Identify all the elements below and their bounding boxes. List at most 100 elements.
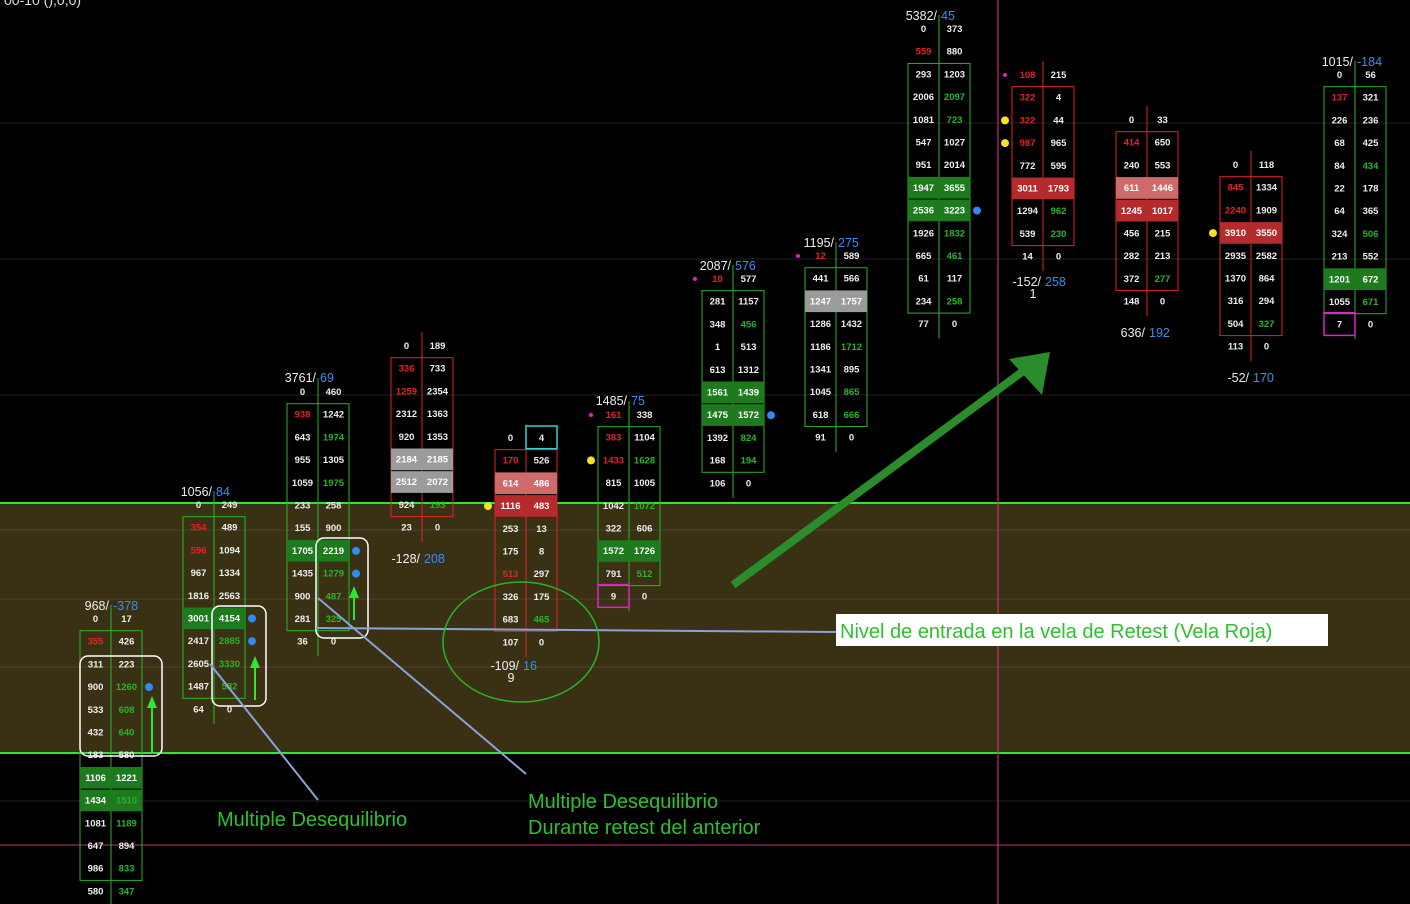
ask-value: 13: [536, 524, 547, 535]
highlight-cell: [80, 766, 142, 789]
big-arrow-head: [1009, 352, 1050, 395]
bid-value: 155: [295, 523, 312, 534]
bid-value: 170: [503, 456, 519, 467]
bid-value: 614: [503, 478, 520, 489]
bid-value: 920: [399, 432, 415, 443]
blue-dot-marker: [352, 546, 360, 555]
ask-value: 1072: [634, 501, 655, 512]
bid-value: 3001: [188, 614, 210, 625]
bid-value: 1294: [1017, 206, 1039, 217]
bid-value: 3910: [1225, 228, 1246, 239]
ask-value: 178: [1363, 184, 1379, 195]
bid-value: 951: [916, 160, 933, 171]
bid-value: 1116: [500, 501, 520, 512]
bid-value: 336: [399, 364, 415, 375]
magenta-dot-marker: [1003, 73, 1007, 77]
highlight-cell: [908, 199, 970, 222]
bid-value: 1106: [85, 773, 106, 784]
ask-value: 965: [1051, 138, 1068, 149]
ask-value: 215: [1155, 229, 1172, 240]
ask-value: 895: [844, 365, 861, 376]
highlight-cell: [598, 540, 660, 562]
ask-value: 1974: [323, 432, 345, 443]
candle-volume: -109/: [491, 659, 520, 673]
ask-value: 606: [637, 524, 653, 535]
ask-value: 1305: [323, 455, 345, 466]
ask-value: 456: [741, 319, 757, 330]
bid-value: 1705: [292, 546, 314, 557]
ask-value: 2185: [427, 455, 449, 466]
ask-value: 0: [746, 478, 751, 489]
ask-value: 0: [227, 704, 232, 715]
multi-label-2-line1: Multiple Desequilibrio: [528, 791, 718, 813]
bid-value: 36: [297, 637, 308, 648]
candle-volume: 5382/: [906, 9, 938, 23]
bid-value: 113: [1228, 342, 1243, 353]
ask-value: 3330: [219, 659, 240, 670]
ask-value: 666: [844, 410, 860, 421]
bid-value: 14: [1022, 252, 1033, 263]
ask-value: 589: [844, 251, 860, 262]
entry-label-box: [836, 614, 1328, 646]
bid-value: 2536: [913, 206, 934, 217]
ask-value: 1363: [427, 409, 448, 420]
ask-value: 512: [637, 569, 653, 580]
bid-value: 1947: [913, 183, 934, 194]
ask-value: 1572: [738, 410, 759, 421]
bid-value: 1045: [810, 387, 832, 398]
bid-value: 322: [1020, 115, 1036, 126]
bid-value: 1487: [188, 682, 209, 693]
boxed-cell: [597, 583, 630, 609]
ask-value: 3550: [1256, 228, 1277, 239]
bid-value: 2935: [1225, 251, 1247, 262]
bid-value: 1435: [292, 569, 314, 580]
ask-value: 365: [1363, 206, 1380, 217]
bid-value: 539: [1020, 229, 1036, 240]
up-arrow-head: [147, 696, 157, 708]
bid-value: 175: [503, 547, 520, 558]
bid-value: 137: [1332, 93, 1348, 104]
bid-value: 414: [1124, 138, 1141, 149]
bid-value: 1259: [396, 386, 417, 397]
ask-value: 189: [430, 341, 446, 352]
highlight-cell: [702, 404, 764, 426]
bid-value: 513: [503, 569, 519, 580]
bid-value: 1434: [85, 796, 107, 807]
ask-value: 373: [947, 24, 963, 35]
ask-value: 2582: [1256, 251, 1277, 262]
candle-delta: 576: [735, 259, 756, 273]
ask-value: 1793: [1048, 184, 1069, 195]
ask-value: 1334: [1256, 183, 1278, 194]
candle-volume: 636/: [1121, 326, 1146, 340]
imbalance-box: [211, 605, 267, 707]
chart-corner-label: 00-10 (),0,0): [4, 0, 82, 8]
bid-value: 791: [606, 569, 623, 580]
ask-value: 215: [1051, 70, 1068, 81]
blue-dot-marker: [248, 614, 256, 623]
bid-value: 2006: [913, 92, 934, 103]
candle-volume: 1485/: [596, 394, 628, 408]
imbalance-box: [79, 655, 163, 757]
candle-volume-digit: 1: [1030, 287, 1037, 301]
pointer-line: [209, 663, 319, 801]
bid-value: 0: [508, 433, 513, 444]
ask-value: 2885: [219, 636, 241, 647]
bid-value: 354: [191, 523, 208, 534]
bid-value: 108: [1020, 70, 1036, 81]
ask-value: 460: [326, 387, 342, 398]
ask-value: 44: [1053, 115, 1064, 126]
bid-value: 1926: [913, 228, 934, 239]
highlight-cell: [287, 539, 349, 562]
bid-value: 311: [88, 659, 104, 670]
ask-value: 1432: [841, 319, 862, 330]
ask-value: 1628: [634, 455, 655, 466]
ask-value: 526: [534, 456, 550, 467]
bid-value: 1572: [603, 546, 624, 557]
candle-volume: 1195/: [804, 236, 835, 250]
bid-value: 967: [191, 568, 207, 579]
retest-circle: [442, 581, 600, 703]
candle-volume: -128/: [392, 552, 421, 566]
ask-value: 483: [534, 501, 550, 512]
bid-value: 22: [1334, 184, 1345, 195]
